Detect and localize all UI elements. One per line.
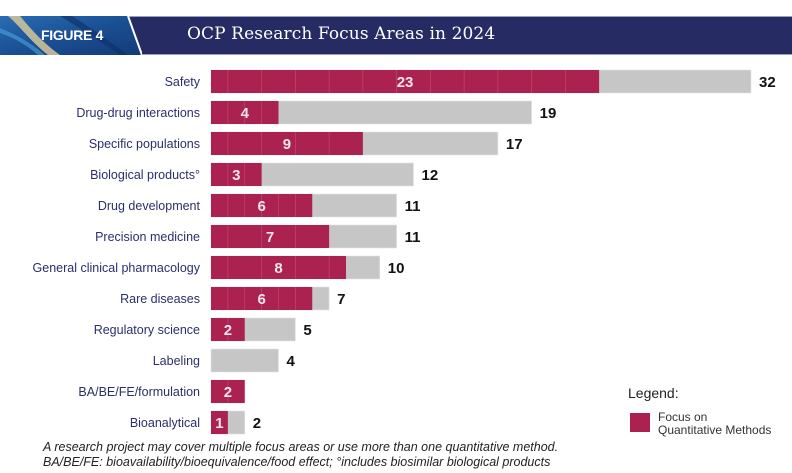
category-label: Drug development (98, 199, 201, 213)
total-value-label: 17 (506, 136, 523, 153)
footnote: A research project may cover multiple fo… (43, 440, 558, 470)
total-value-label: 5 (303, 322, 311, 339)
quant-value-label: 4 (241, 105, 250, 122)
legend-title: Legend: (628, 385, 679, 401)
total-value-label: 12 (422, 167, 439, 184)
quant-bar (211, 256, 346, 279)
chart-title: OCP Research Focus Areas in 2024 (187, 24, 496, 44)
quant-value-label: 8 (274, 260, 282, 277)
category-label: Safety (165, 75, 201, 89)
quant-bar (211, 132, 363, 155)
total-value-label: 4 (287, 353, 296, 370)
legend-label-line1: Focus on (658, 410, 708, 424)
total-value-label: 32 (759, 74, 776, 91)
figure-header: FIGURE 4 OCP Research Focus Areas in 202… (0, 16, 792, 55)
category-label: Specific populations (89, 137, 200, 151)
category-label: BA/BE/FE/formulation (78, 385, 200, 399)
quant-value-label: 1 (215, 415, 223, 432)
legend-label: Focus on Quantitative Methods (658, 411, 771, 437)
quant-bar (211, 70, 600, 93)
legend-swatch (630, 413, 650, 432)
quant-value-label: 3 (232, 167, 240, 184)
quant-bar (211, 163, 262, 186)
footnote-line-1: A research project may cover multiple fo… (43, 440, 559, 454)
category-label: Drug-drug interactions (76, 106, 200, 120)
quant-bar (211, 225, 330, 248)
quant-value-label: 2 (224, 384, 232, 401)
footnote-line-2: BA/BE/FE: bioavailability/bioequivalence… (43, 455, 551, 469)
quant-bar (211, 411, 228, 434)
decorative-swoosh-icon (0, 16, 142, 55)
total-value-label: 11 (405, 198, 421, 215)
quant-value-label: 6 (257, 198, 265, 215)
legend: Legend: Focus on Quantitative Methods (628, 385, 771, 437)
category-label: Biological products° (90, 168, 200, 182)
quant-value-label: 7 (266, 229, 274, 246)
quant-value-label: 6 (257, 291, 265, 308)
figure-badge: FIGURE 4 (0, 16, 142, 55)
total-value-label: 11 (405, 229, 421, 246)
category-label: Regulatory science (94, 323, 200, 337)
category-label: Labeling (153, 354, 200, 368)
category-label: Bioanalytical (130, 416, 200, 430)
category-label: General clinical pharmacology (33, 261, 201, 275)
total-value-label: 10 (388, 260, 405, 277)
total-value-label: 7 (337, 291, 345, 308)
category-label: Rare diseases (120, 292, 200, 306)
quant-value-label: 9 (283, 136, 291, 153)
quant-value-label: 23 (397, 74, 414, 91)
quant-value-label: 2 (224, 322, 232, 339)
total-bar (210, 348, 279, 373)
total-value-label: 2 (253, 415, 261, 432)
total-value-label: 19 (540, 105, 557, 122)
legend-label-line2: Quantitative Methods (658, 423, 772, 437)
figure-label: FIGURE 4 (41, 27, 104, 43)
category-label: Precision medicine (95, 230, 200, 244)
